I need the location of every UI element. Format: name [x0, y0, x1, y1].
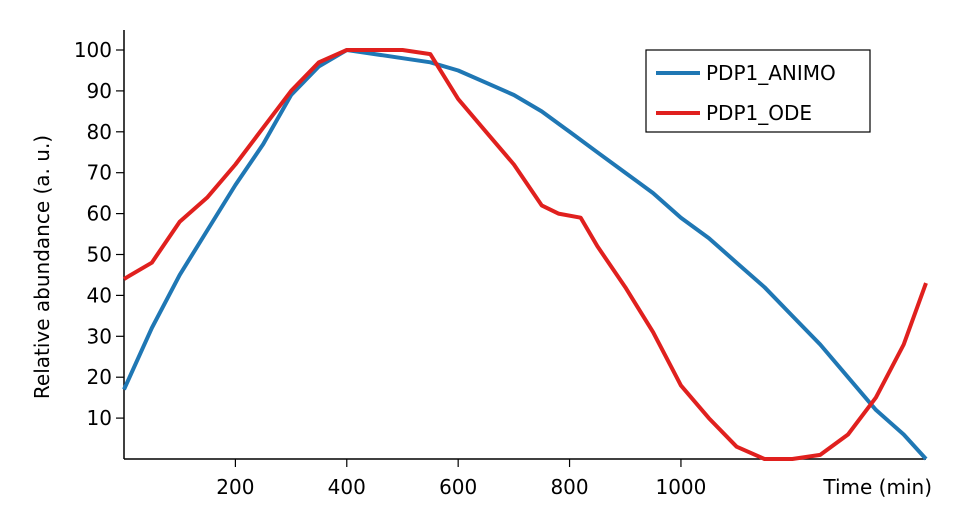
x-tick-label: 800 [550, 475, 588, 499]
y-tick-label: 40 [87, 283, 112, 307]
y-tick-label: 60 [87, 202, 112, 226]
x-tick-label: 400 [328, 475, 366, 499]
x-tick-label: 1000 [655, 475, 706, 499]
legend-label: PDP1_ODE [706, 101, 812, 125]
y-tick-label: 20 [87, 365, 112, 389]
x-tick-label: 200 [216, 475, 254, 499]
x-axis-label: Time (min) [822, 475, 932, 499]
y-tick-label: 100 [74, 38, 112, 62]
legend-label: PDP1_ANIMO [706, 61, 836, 85]
line [122, 48, 928, 461]
y-tick-label: 30 [87, 324, 112, 348]
x-tick-label: 600 [439, 475, 477, 499]
y-tick-label: 90 [87, 79, 112, 103]
line [122, 48, 928, 461]
y-tick-label: 50 [87, 243, 112, 267]
y-tick-label: 80 [87, 120, 112, 144]
y-axis-label: Relative abundance (a. u.) [30, 135, 54, 399]
y-tick-label: 70 [87, 161, 112, 185]
y-tick-label: 10 [87, 406, 112, 430]
legend [645, 49, 871, 133]
